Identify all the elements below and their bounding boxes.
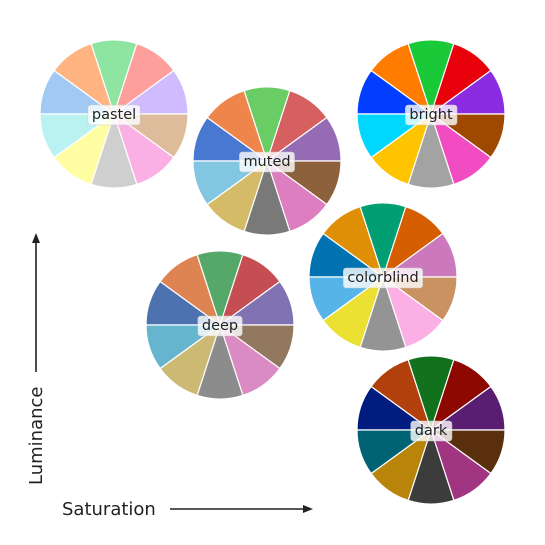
palette-label-box-muted <box>239 151 295 173</box>
palette-label-box-deep <box>197 315 243 337</box>
palette-label-box-colorblind <box>342 267 423 289</box>
palette-wheel-colorblind: colorblind <box>308 202 458 352</box>
palette-label-muted: muted <box>243 154 290 170</box>
palette-wheels: pastel muted bright colorblind deep dark <box>39 39 506 505</box>
saturation-axis: Saturation <box>62 499 313 520</box>
palette-wheel-deep: deep <box>145 250 295 400</box>
palette-label-dark: dark <box>415 423 448 439</box>
palette-label-colorblind: colorblind <box>347 270 418 286</box>
palette-wheel-bright: bright <box>356 39 506 189</box>
palette-label-box-dark <box>410 420 453 442</box>
palette-wheel-dark: dark <box>356 355 506 505</box>
palette-label-pastel: pastel <box>92 107 136 123</box>
palette-label-bright: bright <box>409 107 453 123</box>
palette-label-deep: deep <box>202 318 238 334</box>
palette-label-box-bright <box>405 104 458 126</box>
luminance-axis: Luminance <box>26 233 47 485</box>
palette-wheel-muted: muted <box>192 86 342 236</box>
luminance-axis-label: Luminance <box>26 387 47 485</box>
saturation-axis-label: Saturation <box>62 499 156 520</box>
palette-wheel-pastel: pastel <box>39 39 189 189</box>
palette-label-box-pastel <box>87 104 141 126</box>
